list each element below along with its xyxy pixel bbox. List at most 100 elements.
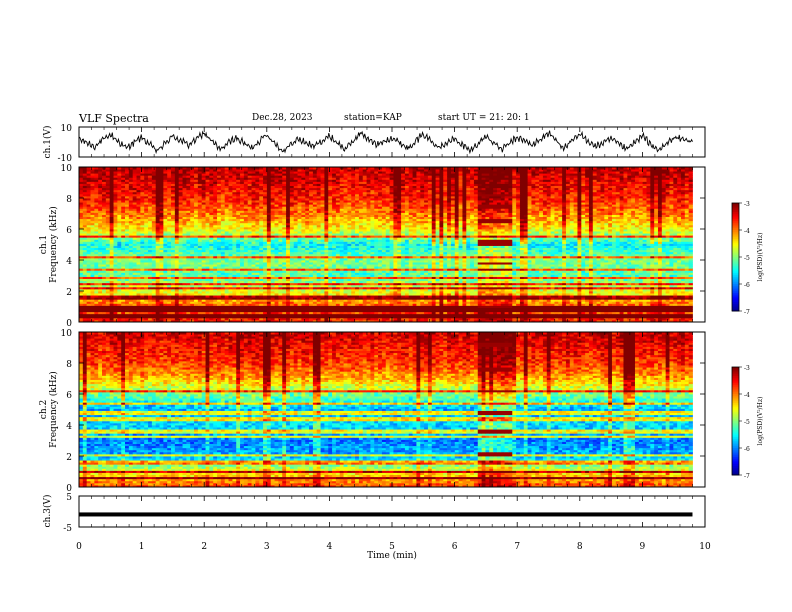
spectrogram-cell: [401, 295, 406, 298]
spectrogram-cell: [247, 305, 252, 308]
spectrogram-cell: [569, 313, 575, 317]
spectrogram-cell: [454, 303, 459, 306]
spectrogram-cell: [650, 317, 655, 321]
spectrogram-cell: [389, 305, 394, 308]
spectrogram-cell: [481, 317, 486, 321]
spectrogram-cell: [650, 303, 655, 306]
spectrogram-cell: [577, 299, 582, 302]
spectrogram-cell: [638, 317, 644, 321]
spectrogram-cell: [79, 305, 84, 308]
spectrogram-cell: [565, 301, 571, 304]
spectrogram-cell: [297, 319, 302, 323]
spectrogram-cell: [255, 305, 260, 308]
spectrogram-cell: [366, 319, 371, 323]
spectrogram-cell: [167, 297, 172, 300]
spectrogram-cell: [113, 297, 118, 300]
spectrogram-cell: [657, 303, 663, 306]
spectrogram-cell: [205, 319, 210, 323]
spectrogram-cell: [535, 295, 540, 298]
spectrogram-cell: [278, 317, 283, 321]
spectrogram-cell: [385, 311, 390, 315]
spectrogram-cell: [259, 309, 264, 313]
spectrogram-cell: [458, 317, 463, 321]
spectrogram-cell: [581, 305, 586, 308]
spectrogram-cell: [581, 311, 586, 315]
spectrogram-cell: [554, 311, 559, 315]
spectrogram-cell: [98, 319, 103, 323]
spectrogram-cell: [370, 315, 375, 319]
spectrogram-cell: [167, 313, 172, 317]
spectrogram-cell: [182, 319, 187, 323]
spectrogram-cell: [592, 305, 598, 308]
spectrogram-cell: [650, 309, 655, 313]
spectrogram-cell: [132, 307, 137, 310]
spectrogram-cell: [404, 297, 410, 300]
spectrogram-cell: [673, 309, 678, 313]
spectrogram-cell: [481, 309, 486, 313]
spectrogram-cell: [458, 313, 463, 317]
spectrogram-cell: [163, 317, 168, 321]
spectrogram-cell: [608, 313, 613, 317]
spectrogram-cell: [132, 311, 137, 315]
spectrogram-cell: [450, 315, 456, 319]
spectrogram-cell: [619, 303, 624, 306]
spectrogram-cell: [190, 303, 195, 306]
spectrogram-cell: [619, 309, 624, 313]
spectrogram-cell: [581, 319, 586, 323]
spectrogram-cell: [420, 301, 425, 304]
spectrogram-cell: [178, 313, 183, 317]
spectrogram-cell: [159, 319, 164, 323]
spectrogram-cell: [194, 319, 199, 323]
spectrogram-cell: [274, 305, 279, 308]
spectrogram-cell: [182, 307, 187, 310]
spectrogram-cell: [646, 311, 651, 315]
spectrogram-cell: [343, 313, 348, 317]
spectrogram-cell: [109, 319, 114, 323]
spectrogram-cell: [408, 305, 413, 308]
spectrogram-cell: [171, 311, 176, 315]
spectrogram-cell: [144, 309, 149, 313]
spectrogram-cell: [324, 309, 329, 313]
spectrogram-cell: [370, 317, 375, 321]
spectrogram-cell: [362, 303, 367, 306]
spectrogram-cell: [351, 295, 356, 298]
spectrogram-cell: [585, 319, 590, 323]
spectrogram-cell: [148, 313, 153, 317]
spectrogram-cell: [86, 305, 91, 308]
spectrogram-cell: [458, 311, 463, 315]
spectrogram-cell: [240, 303, 245, 306]
spectrogram-cell: [554, 305, 559, 308]
spectrogram-cell: [416, 295, 421, 298]
spectrogram-cell: [79, 309, 84, 313]
spectrogram-cell: [243, 307, 249, 310]
spectrogram-cell: [427, 301, 433, 304]
spectrogram-cell: [113, 309, 118, 313]
spectrogram-cell: [546, 305, 552, 308]
spectrogram-cell: [627, 299, 632, 302]
spectrogram-cell: [190, 313, 195, 317]
spectrogram-cell: [619, 297, 624, 300]
spectrogram-cell: [297, 305, 302, 308]
spectrogram-cell: [581, 301, 586, 304]
spectrogram-cell: [98, 299, 103, 302]
spectrogram-cell: [98, 301, 103, 304]
spectrogram-cell: [332, 305, 337, 308]
spectrogram-cell: [140, 295, 145, 298]
spectrogram-cell: [527, 311, 532, 315]
spectrogram-cell: [282, 307, 287, 310]
spectrogram-cell: [209, 295, 214, 298]
spectrogram-cell: [301, 319, 306, 323]
spectrogram-cell: [592, 303, 598, 306]
spectrogram-cell: [159, 309, 164, 313]
spectrogram-cell: [316, 307, 321, 310]
spectrogram-cell: [431, 295, 436, 298]
spectrogram-cell: [412, 311, 417, 315]
spectrogram-cell: [466, 317, 471, 321]
spectrogram-cell: [90, 297, 95, 300]
spectrogram-cell: [163, 307, 168, 310]
spectrogram-cell: [240, 309, 245, 313]
spectrogram-cell: [477, 297, 482, 300]
spectrogram-cell: [374, 301, 379, 304]
spectrogram-cell: [201, 299, 206, 302]
spectrogram-cell: [615, 303, 621, 306]
